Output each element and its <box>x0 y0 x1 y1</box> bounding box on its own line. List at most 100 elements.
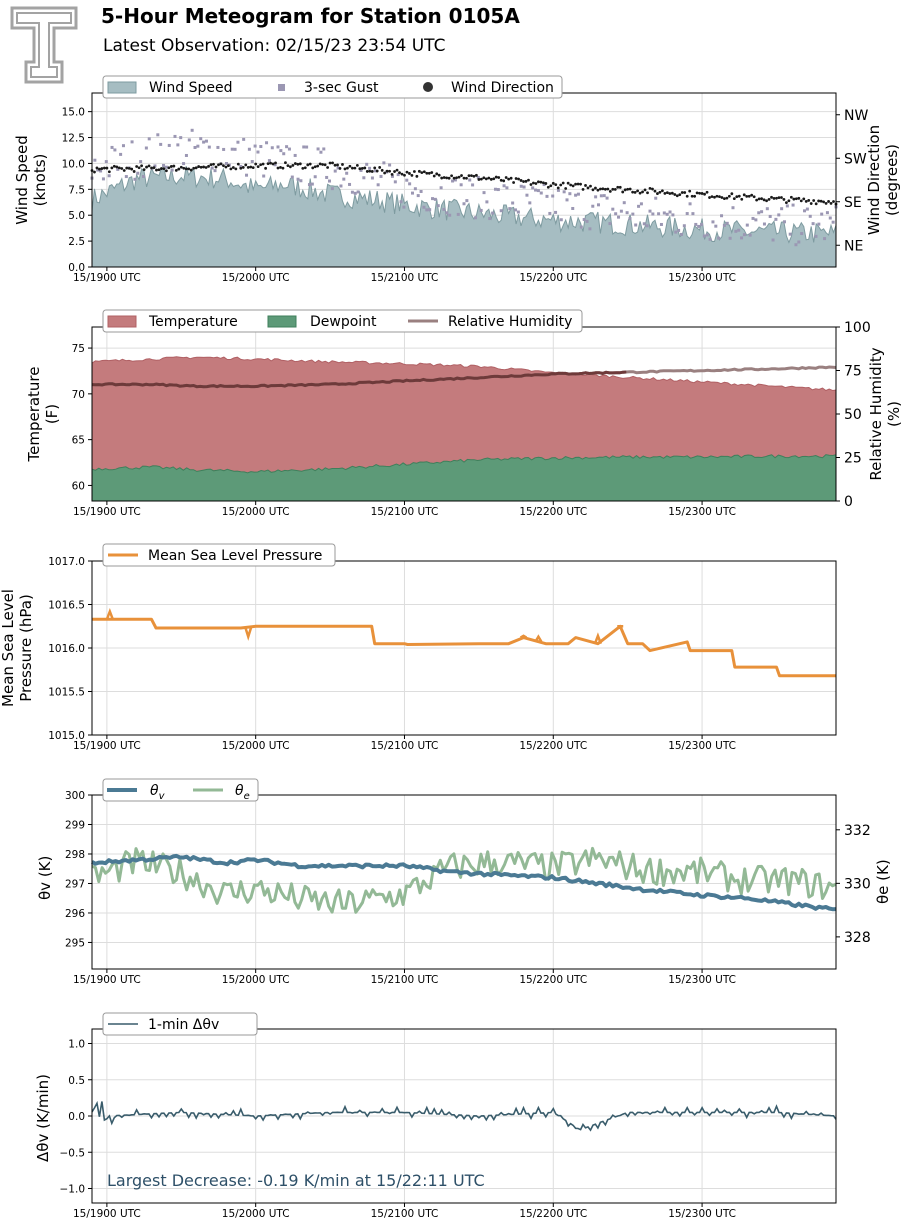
gust-point <box>491 211 495 215</box>
gust-point <box>176 143 180 147</box>
wind-direction-point <box>695 191 699 195</box>
wind-direction-point <box>457 175 461 179</box>
gust-point <box>708 237 712 241</box>
gust-point <box>144 146 148 150</box>
wind-direction-point <box>479 177 483 181</box>
wind-direction-point <box>757 197 761 201</box>
gust-point <box>119 152 123 156</box>
gust-point <box>611 207 615 211</box>
gust-point <box>428 208 432 212</box>
wind-direction-point <box>323 163 327 167</box>
wind-direction-point <box>306 163 310 167</box>
wind-direction-point <box>603 187 607 191</box>
wind-direction-point <box>579 182 582 186</box>
gust-point <box>422 205 426 209</box>
wind-direction-point <box>338 167 342 170</box>
gust-point <box>305 145 309 149</box>
gust-point <box>657 212 661 216</box>
gust-point <box>233 147 237 151</box>
gust-point <box>814 234 818 238</box>
gust-point <box>505 186 509 190</box>
wind-direction-point <box>194 166 198 170</box>
gust-point <box>396 173 400 177</box>
gust-point <box>142 174 146 178</box>
wind-direction-point <box>561 181 565 185</box>
gust-point <box>453 178 457 182</box>
wind-direction-point <box>393 170 396 173</box>
wind-direction-point <box>360 166 364 170</box>
wind-direction-point <box>775 196 778 200</box>
gust-point <box>728 236 732 240</box>
wind-direction-point <box>777 196 781 200</box>
gust-point <box>336 166 340 170</box>
wind-direction-point <box>765 199 768 203</box>
wind-direction-point <box>445 176 449 180</box>
wind-direction-point <box>829 201 833 205</box>
wind-direction-point <box>780 196 783 199</box>
gust-point <box>348 182 352 186</box>
wind-direction-point <box>628 187 632 191</box>
wind-direction-point <box>576 182 580 186</box>
wind-direction-point <box>380 168 384 172</box>
gust-point <box>273 163 277 167</box>
y-tick-label: 2.5 <box>68 236 85 248</box>
y-tick-label: 1016.5 <box>48 600 85 612</box>
wind-direction-point <box>832 200 835 203</box>
gust-point <box>139 160 143 164</box>
wind-direction-point <box>321 163 325 166</box>
gust-point <box>797 240 801 244</box>
legend-box <box>102 543 336 567</box>
wind-direction-point <box>189 168 193 172</box>
gust-point <box>153 164 157 168</box>
theta-v-line <box>91 853 837 912</box>
gust-point <box>720 214 724 218</box>
gust-point <box>207 145 211 149</box>
gust-point <box>488 217 492 221</box>
wind-direction-point <box>115 165 119 169</box>
wind-direction-point <box>703 192 706 196</box>
gust-point <box>328 179 332 183</box>
gust-point <box>256 150 260 154</box>
gust-point <box>222 147 226 151</box>
wind-direction-point <box>239 166 243 170</box>
gust-point <box>820 212 824 216</box>
gust-point <box>425 208 429 212</box>
gust-point <box>359 168 363 172</box>
y-tick-label: 75 <box>72 343 85 355</box>
gust-point <box>193 146 197 150</box>
gust-point <box>296 177 300 181</box>
y-tick-label: 299 <box>65 819 85 831</box>
x-tick-label: 15/2100 UTC <box>371 974 439 986</box>
gust-point <box>677 228 681 232</box>
gust-point <box>416 194 420 198</box>
gust-point <box>711 220 715 224</box>
gust-point <box>448 213 452 217</box>
wind-direction-point <box>432 174 436 178</box>
wind-direction-point <box>165 169 168 173</box>
gust-point <box>445 211 449 215</box>
wind-direction-point <box>437 173 441 177</box>
gust-point <box>545 194 549 198</box>
gust-point <box>356 190 360 194</box>
temperature-axis-label: Temperature(F) <box>25 366 61 462</box>
wind-direction-point <box>370 170 374 173</box>
y2-tick-label: 330 <box>844 876 871 892</box>
wind-direction-point <box>569 183 573 187</box>
wind-direction-point <box>539 180 543 184</box>
wind-direction-point <box>541 181 545 185</box>
gust-point <box>548 211 552 215</box>
wind-direction-point <box>782 198 786 201</box>
gust-point <box>782 220 786 224</box>
y-tick-label: 300 <box>65 790 85 802</box>
wind-direction-point <box>222 164 225 168</box>
gust-point <box>654 196 658 200</box>
wind-direction-point <box>668 192 672 195</box>
wind-direction-point <box>353 166 357 170</box>
wind-direction-point <box>127 166 131 170</box>
y2-tick-label: NW <box>844 108 868 124</box>
wind-direction-point <box>137 166 141 170</box>
gust-point <box>525 193 529 197</box>
wind-direction-point <box>390 172 394 176</box>
wind-direction-point <box>727 194 731 198</box>
